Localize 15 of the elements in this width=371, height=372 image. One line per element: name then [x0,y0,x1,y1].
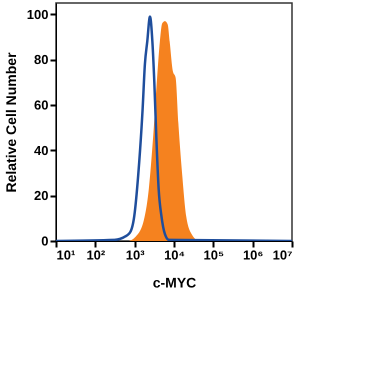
y-tick-label: 60 [34,98,48,112]
x-tick-label: 10⁴ [164,248,185,262]
y-axis-title: Relative Cell Number [2,52,19,193]
y-tick-label: 80 [34,52,48,68]
x-tick-label: 10⁷ [272,248,292,262]
x-tick-label: 10¹ [56,248,76,262]
y-tick-label: 20 [34,188,48,204]
x-tick-label: 10⁶ [242,248,264,262]
x-tick-label: 10⁵ [204,248,224,262]
x-tick-label: 10³ [126,248,146,262]
x-tick-label: 10² [86,248,106,262]
y-tick-label: 40 [34,142,48,158]
y-tick-label: 100 [26,6,48,22]
y-tick-label: 0 [41,234,48,248]
x-axis-title: c-MYC [152,274,196,290]
